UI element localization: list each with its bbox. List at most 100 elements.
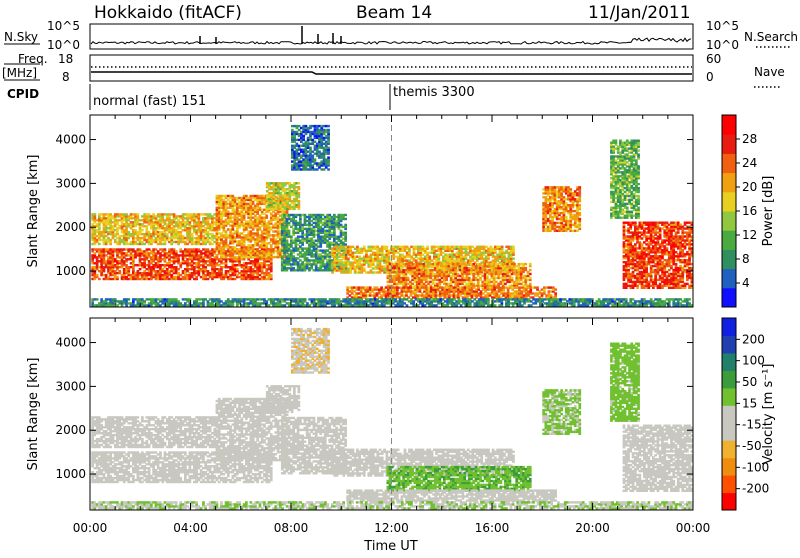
data-cell (270, 200, 273, 202)
data-cell (512, 246, 515, 248)
data-cell (179, 278, 182, 280)
data-cell (317, 253, 320, 255)
data-cell (150, 256, 153, 258)
data-cell (261, 209, 264, 211)
data-cell (288, 267, 291, 269)
data-cell (123, 268, 126, 270)
data-cell (270, 256, 273, 258)
data-cell (362, 286, 365, 288)
data-cell (342, 242, 345, 244)
data-cell (301, 247, 304, 249)
data-cell (127, 243, 130, 245)
data-cell (291, 206, 294, 208)
data-cell (470, 279, 473, 281)
data-cell (343, 252, 346, 254)
data-cell (150, 233, 153, 235)
data-cell (100, 213, 103, 215)
data-cell (454, 263, 457, 265)
data-cell (310, 249, 313, 251)
data-cell (109, 248, 112, 250)
nave-label: Nave (754, 65, 785, 79)
data-cell (164, 264, 167, 266)
data-cell (263, 272, 266, 274)
data-cell (127, 258, 130, 260)
data-cell (275, 182, 278, 184)
data-cell (200, 276, 203, 278)
data-cell (436, 283, 439, 285)
data-cell (328, 251, 331, 253)
data-cell (465, 246, 468, 248)
data-cell (216, 258, 219, 260)
data-cell (236, 268, 239, 270)
data-cell (417, 258, 420, 260)
data-cell (130, 241, 133, 243)
data-cell (481, 275, 484, 277)
data-cell (227, 199, 230, 201)
data-cell (310, 214, 313, 216)
data-cell (270, 274, 273, 276)
data-cell (159, 231, 162, 233)
data-cell (477, 269, 480, 271)
data-cell (488, 269, 491, 271)
data-cell (229, 274, 232, 276)
data-cell (422, 246, 425, 248)
data-cell (200, 221, 203, 223)
data-cell (286, 240, 289, 242)
data-cell (123, 223, 126, 225)
data-cell (383, 265, 386, 267)
data-cell (429, 269, 432, 271)
data-cell (263, 213, 266, 215)
data-cell (381, 265, 384, 267)
data-cell (175, 276, 178, 278)
data-cell (130, 221, 133, 223)
data-cell (306, 247, 309, 249)
data-cell (354, 256, 357, 258)
data-cell (270, 213, 273, 215)
data-cell (164, 248, 167, 250)
data-cell (518, 263, 521, 265)
data-cell (274, 213, 277, 215)
data-cell (411, 283, 414, 285)
data-cell (402, 269, 405, 271)
data-cell (319, 253, 322, 255)
data-cell (134, 264, 137, 266)
data-cell (313, 214, 316, 216)
data-cell (414, 263, 417, 265)
data-cell (200, 264, 203, 266)
data-cell (164, 213, 167, 215)
data-cell (127, 215, 130, 217)
data-cell (448, 283, 451, 285)
data-cell (141, 241, 144, 243)
data-cell (222, 262, 225, 264)
data-cell (354, 252, 357, 254)
data-cell (234, 209, 237, 211)
data-cell (179, 231, 182, 233)
data-cell (170, 256, 173, 258)
data-cell (501, 246, 504, 248)
data-cell (432, 279, 435, 281)
data-cell (127, 254, 130, 256)
data-cell (94, 262, 97, 264)
data-cell (229, 228, 232, 230)
data-cell (116, 237, 119, 239)
data-cell (98, 278, 101, 280)
data-cell (234, 278, 237, 280)
data-cell (428, 252, 431, 254)
data-cell (227, 203, 230, 205)
data-cell (127, 266, 130, 268)
frequency-panel: Freq. [MHz] 18 8 60 0 Nave (2, 52, 785, 87)
beam-title: Beam 14 (356, 3, 432, 23)
data-cell (491, 281, 494, 283)
data-cell (170, 213, 173, 215)
data-cell (146, 239, 149, 241)
data-cell (209, 272, 212, 274)
data-cell (245, 246, 248, 248)
data-cell (112, 215, 115, 217)
data-cell (313, 222, 316, 224)
data-cell (429, 263, 432, 265)
data-cell (130, 248, 133, 250)
data-cell (245, 262, 248, 264)
data-cell (453, 246, 456, 248)
data-cell (281, 238, 284, 240)
data-cell (234, 230, 237, 232)
